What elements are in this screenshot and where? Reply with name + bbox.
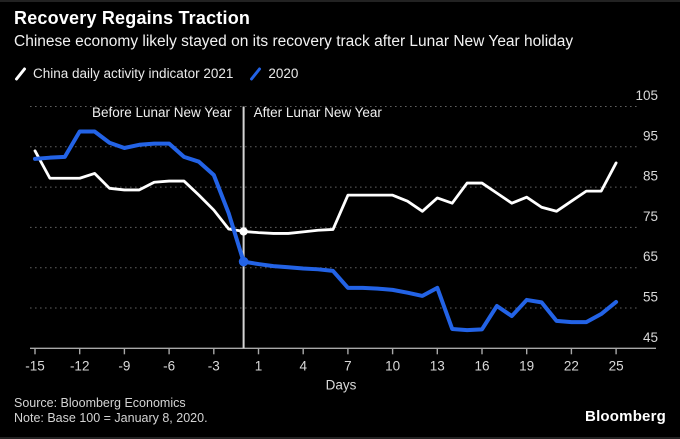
series-line-2020 <box>33 129 619 333</box>
x-axis-tick-label: 19 <box>519 358 534 373</box>
line-swatch-white-icon <box>15 67 26 80</box>
chart-footer: Source: Bloomberg Economics Note: Base 1… <box>14 396 666 425</box>
series-line-2021 <box>33 149 618 235</box>
x-axis-tick-label: 22 <box>564 358 579 373</box>
y-axis-tick-label: 65 <box>643 249 658 264</box>
x-axis-tick-label: 1 <box>255 358 263 373</box>
y-axis-tick-label: 55 <box>643 290 658 305</box>
legend-item-2020: 2020 <box>249 66 298 81</box>
x-axis-tick-label: -3 <box>208 358 220 373</box>
x-axis-tick-label: -15 <box>25 358 45 373</box>
y-axis-tick-label: 85 <box>643 169 658 184</box>
chart-legend: China daily activity indicator 2021 2020 <box>14 66 298 81</box>
x-axis-title: Days <box>326 377 357 392</box>
event-marker-2020 <box>238 256 249 267</box>
footnotes: Source: Bloomberg Economics Note: Base 1… <box>14 396 208 425</box>
before-lunar-label: Before Lunar New Year <box>92 105 232 120</box>
top-border <box>0 0 680 2</box>
y-axis-tick-label: 95 <box>643 128 658 143</box>
legend-item-2021: China daily activity indicator 2021 <box>14 66 233 81</box>
base-note: Note: Base 100 = January 8, 2020. <box>14 410 208 425</box>
x-axis-tick-label: 10 <box>385 358 400 373</box>
chart-title: Recovery Regains Traction <box>14 8 251 28</box>
x-axis-tick-label: 4 <box>299 358 307 373</box>
x-axis-tick-label: -9 <box>118 358 130 373</box>
y-axis-tick-label: 45 <box>643 330 658 345</box>
event-marker-2021 <box>239 227 248 236</box>
y-axis-tick-label: 105 <box>635 88 658 103</box>
line-swatch-blue-icon <box>250 67 262 80</box>
x-axis-tick-label: 25 <box>609 358 624 373</box>
x-axis-tick-label: 16 <box>474 358 489 373</box>
source-note: Source: Bloomberg Economics <box>14 396 186 410</box>
x-axis-tick-label: -6 <box>163 358 175 373</box>
y-axis-tick-label: 75 <box>643 209 658 224</box>
chart-subtitle: Chinese economy likely stayed on its rec… <box>14 33 574 50</box>
bloomberg-logo: Bloomberg <box>585 408 666 425</box>
x-axis-tick-label: 7 <box>344 358 352 373</box>
x-axis-tick-label: -12 <box>70 358 90 373</box>
after-lunar-label: After Lunar New Year <box>254 105 383 120</box>
legend-label-2021: China daily activity indicator 2021 <box>33 66 234 81</box>
x-axis-tick-label: 13 <box>430 358 445 373</box>
bottom-border <box>0 437 680 439</box>
legend-label-2020: 2020 <box>268 66 299 81</box>
